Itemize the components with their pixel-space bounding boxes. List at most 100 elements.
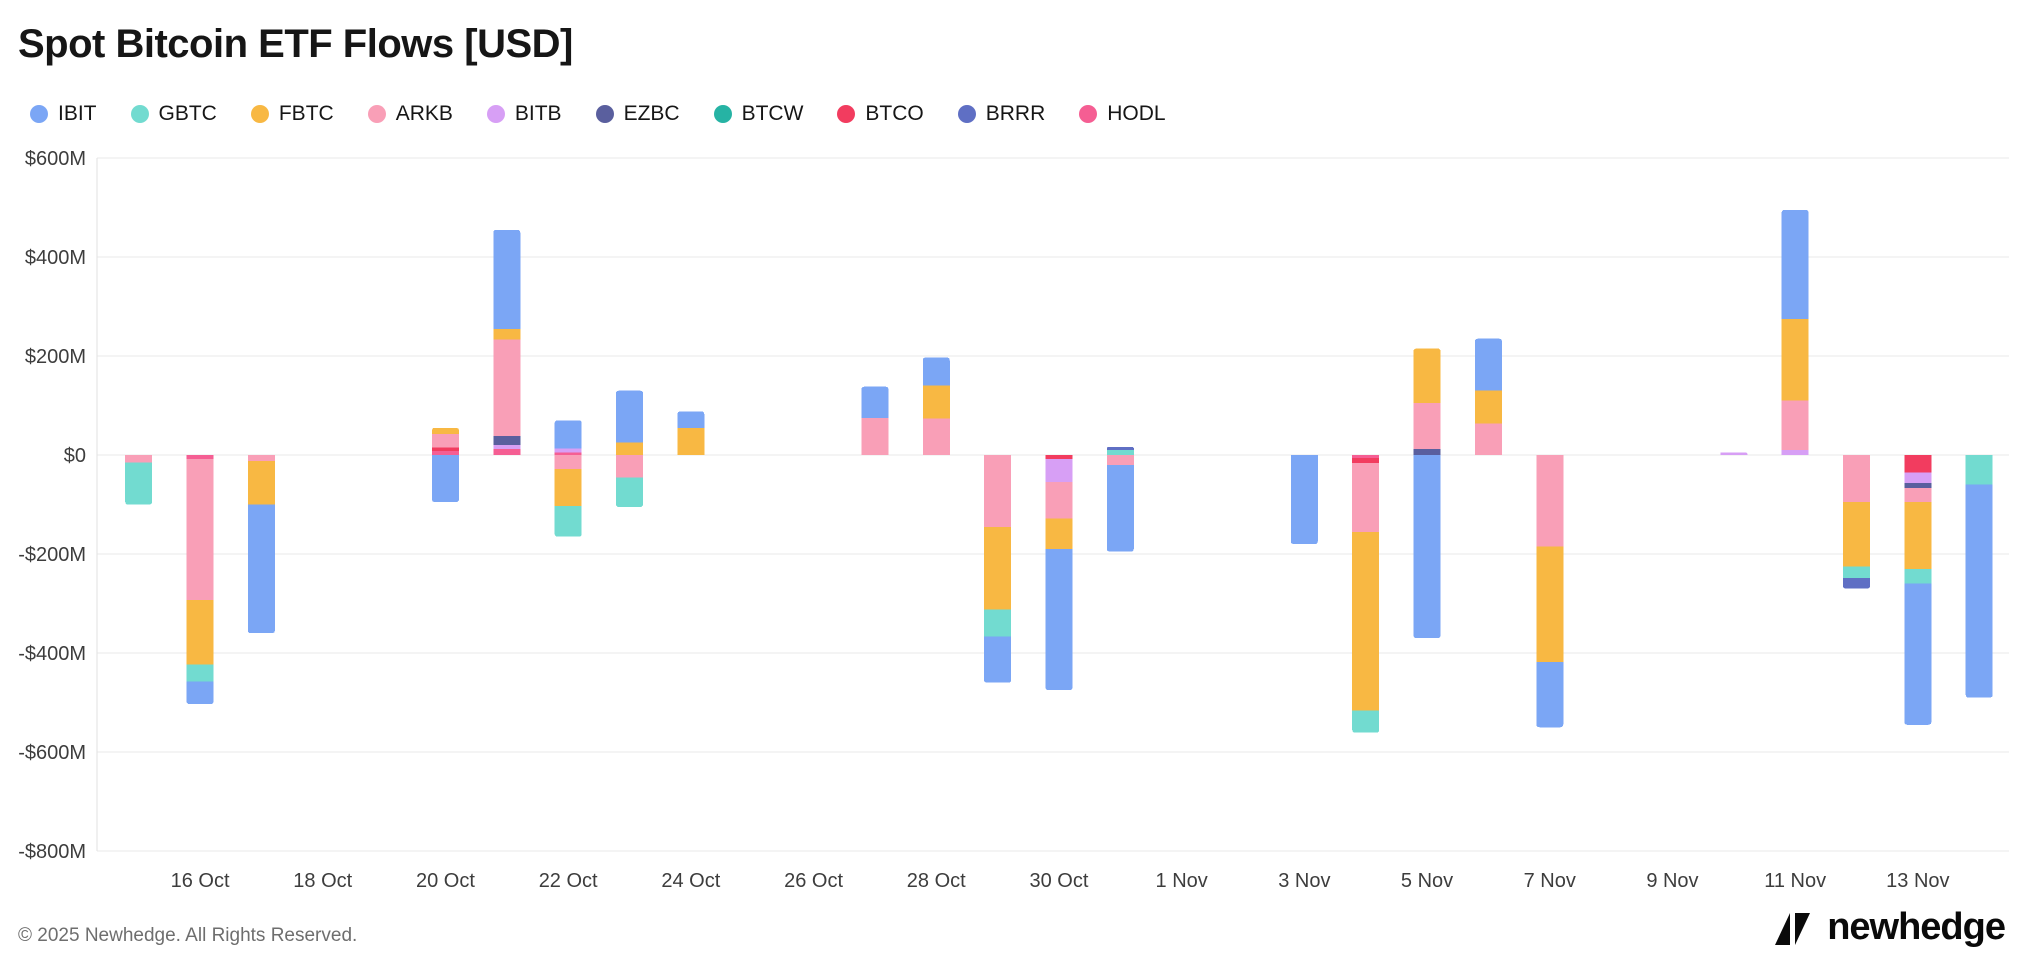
bar-segment-HODL[interactable]	[186, 455, 214, 459]
bar-segment-FBTC[interactable]	[922, 385, 950, 419]
bar-segment-EZBC[interactable]	[1413, 449, 1441, 455]
bar-segment-GBTC[interactable]	[1965, 455, 1993, 485]
x-axis-label: 28 Oct	[907, 870, 966, 892]
bar-segment-IBIT[interactable]	[1413, 455, 1441, 639]
bar-segment-ARKB[interactable]	[1045, 482, 1073, 519]
bar-segment-FBTC[interactable]	[1781, 318, 1809, 401]
bar-segment-GBTC[interactable]	[1352, 710, 1380, 733]
bar-segment-IBIT[interactable]	[1965, 484, 1993, 698]
bar-segment-ARKB[interactable]	[861, 417, 889, 455]
bar-segment-ARKB[interactable]	[1536, 455, 1564, 547]
bar-segment-ARKB[interactable]	[125, 455, 153, 463]
x-axis-label: 1 Nov	[1156, 870, 1208, 892]
bar-segment-IBIT[interactable]	[861, 386, 889, 418]
bar-segment-FBTC[interactable]	[1352, 532, 1380, 711]
bar-segment-IBIT[interactable]	[186, 681, 214, 704]
bar-segment-IBIT[interactable]	[247, 504, 275, 634]
legend-item-BTCW[interactable]: BTCW	[713, 102, 803, 126]
bar-segment-IBIT[interactable]	[1904, 583, 1932, 725]
bar-segment-FBTC[interactable]	[1536, 546, 1564, 662]
bar-segment-FBTC[interactable]	[1843, 502, 1870, 567]
bar-segment-FBTC[interactable]	[247, 460, 275, 505]
bar-segment-GBTC[interactable]	[186, 664, 214, 682]
bar-segment-IBIT[interactable]	[1474, 338, 1502, 391]
bar-segment-BITB[interactable]	[1781, 450, 1809, 455]
bar-segment-IBIT[interactable]	[616, 390, 643, 443]
bar-segment-HODL[interactable]	[431, 451, 459, 455]
bar-segment-BITB[interactable]	[1045, 458, 1073, 483]
bar-segment-BRRR[interactable]	[1106, 447, 1134, 451]
legend-item-IBIT[interactable]: IBIT	[30, 102, 97, 126]
legend-item-HODL[interactable]: HODL	[1079, 102, 1166, 126]
bar-segment-GBTC[interactable]	[984, 609, 1012, 637]
bar-segment-ARKB[interactable]	[922, 418, 950, 455]
bar-segment-ARKB[interactable]	[1413, 403, 1441, 450]
bar-segment-FBTC[interactable]	[984, 526, 1012, 610]
bar-segment-BTCO[interactable]	[1904, 455, 1932, 473]
bar-segment-IBIT[interactable]	[554, 420, 582, 449]
bar-segment-ARKB[interactable]	[984, 455, 1012, 527]
bar-segment-BRRR[interactable]	[1843, 577, 1870, 589]
bar-segment-IBIT[interactable]	[431, 455, 459, 503]
bar-segment-IBIT[interactable]	[677, 411, 705, 428]
legend-item-BTCO[interactable]: BTCO	[837, 102, 924, 126]
bar-segment-BTCO[interactable]	[1352, 457, 1380, 463]
bar-segment-BITB[interactable]	[1720, 452, 1748, 455]
legend-item-BRRR[interactable]: BRRR	[957, 102, 1045, 126]
bar-segment-ARKB[interactable]	[1781, 400, 1809, 451]
bar-segment-FBTC[interactable]	[1413, 348, 1441, 404]
bar-segment-IBIT[interactable]	[1290, 455, 1318, 545]
bar-segment-IBIT[interactable]	[1536, 661, 1564, 728]
bar-segment-FBTC[interactable]	[616, 442, 643, 455]
bar-segment-FBTC[interactable]	[1904, 502, 1932, 569]
bar-segment-ARKB[interactable]	[247, 455, 275, 461]
bar-segment-ARKB[interactable]	[1904, 488, 1932, 503]
bar-segment-ARKB[interactable]	[493, 339, 521, 437]
bar-segment-ARKB[interactable]	[1352, 462, 1380, 533]
legend-color-dot	[250, 105, 269, 123]
bar-segment-IBIT[interactable]	[922, 357, 950, 386]
legend-item-GBTC[interactable]: GBTC	[130, 102, 217, 126]
bar-segment-HODL[interactable]	[554, 452, 582, 455]
bar-segment-BITB[interactable]	[1904, 472, 1932, 484]
bar-segment-FBTC[interactable]	[677, 427, 705, 455]
bar-segment-FBTC[interactable]	[554, 468, 582, 506]
bar-segment-ARKB[interactable]	[554, 455, 582, 469]
bar-segment-GBTC[interactable]	[1904, 568, 1932, 584]
flows-chart: $600M $400M $200M $0 -$200M -$400M -$600M -$800…	[0, 148, 2025, 910]
bar-segment-BTCO[interactable]	[431, 447, 459, 452]
bar-segment-IBIT[interactable]	[1045, 549, 1073, 691]
bar-segment-GBTC[interactable]	[1106, 450, 1134, 455]
bar-segment-ARKB[interactable]	[1474, 423, 1502, 455]
bar-segment-IBIT[interactable]	[493, 229, 521, 329]
bar-segment-BITB[interactable]	[554, 448, 582, 453]
bar-segment-ARKB[interactable]	[1843, 455, 1870, 503]
bar-segment-IBIT[interactable]	[1781, 209, 1809, 319]
bar-segment-GBTC[interactable]	[1843, 566, 1870, 578]
bar-segment-IBIT[interactable]	[984, 636, 1012, 683]
bar-segment-BITB[interactable]	[493, 445, 521, 450]
bar-segment-ARKB[interactable]	[1106, 455, 1134, 465]
bar-segment-ARKB[interactable]	[186, 458, 214, 601]
legend-item-EZBC[interactable]: EZBC	[595, 102, 680, 126]
bar-segment-GBTC[interactable]	[125, 462, 153, 505]
bar-segment-GBTC[interactable]	[616, 477, 643, 507]
bar-segment-IBIT[interactable]	[1106, 464, 1134, 552]
bar-segment-FBTC[interactable]	[1474, 390, 1502, 424]
legend-item-FBTC[interactable]: FBTC	[250, 102, 334, 126]
bar-segment-ARKB[interactable]	[616, 455, 643, 478]
bar-segment-HODL[interactable]	[1352, 455, 1380, 458]
legend-item-BITB[interactable]: BITB	[486, 102, 562, 126]
bar-segment-FBTC[interactable]	[186, 600, 214, 665]
bar-segment-BTCO[interactable]	[1045, 455, 1073, 459]
newhedge-logo-icon	[1775, 912, 1811, 945]
bar-segment-FBTC[interactable]	[1045, 518, 1073, 550]
bar-segment-FBTC[interactable]	[493, 328, 521, 340]
bar-segment-EZBC[interactable]	[493, 436, 521, 446]
bar-segment-HODL[interactable]	[493, 449, 521, 455]
legend-item-ARKB[interactable]: ARKB	[367, 102, 453, 126]
bar-segment-GBTC[interactable]	[554, 505, 582, 537]
bar-segment-ARKB[interactable]	[431, 434, 459, 448]
bar-segment-FBTC[interactable]	[431, 427, 459, 435]
bar-segment-EZBC[interactable]	[1904, 483, 1932, 489]
